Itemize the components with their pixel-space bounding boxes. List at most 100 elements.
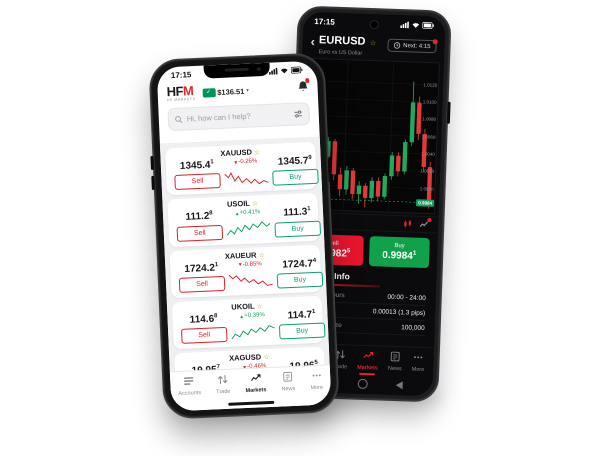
- more-icon: [413, 352, 424, 365]
- buy-button[interactable]: Buy 0.99841: [368, 236, 430, 269]
- favorite-star-icon[interactable]: ☆: [256, 303, 264, 311]
- nav-item-markets[interactable]: Markets: [357, 350, 379, 376]
- buy-price: 1345.79: [277, 154, 312, 168]
- account-balance[interactable]: ✓ $136.51 ▾: [202, 86, 249, 98]
- instrument-card-usoil[interactable]: USOIL ☆ 111.28 Sell ▴ +0.41% 111.31 Buy: [167, 193, 322, 247]
- right-phone: 17:15 ‹ EURUSD ☆ Euro vs US Dollar: [284, 5, 452, 403]
- instrument-symbol: XAUEUR: [224, 250, 257, 261]
- sell-price: 1345.41: [179, 159, 214, 173]
- left-phone: 17:15 HFM HF MARKETS ✓ $136.51 ▾: [148, 52, 340, 420]
- battery-icon: [422, 22, 434, 29]
- nav-item-more[interactable]: More: [310, 370, 324, 406]
- instrument-card-xauusd[interactable]: XAUUSD ☆ 1345.41 Sell ▾ -0.26% 1345.79 Bu…: [165, 141, 319, 196]
- nav-item-trade[interactable]: Trade: [215, 374, 231, 410]
- sell-button[interactable]: Sell: [181, 327, 228, 345]
- buy-button[interactable]: Buy: [276, 271, 324, 289]
- change-percent: ▾ -0.85%: [238, 261, 262, 269]
- sell-button[interactable]: Sell: [174, 173, 221, 191]
- nav-item-news[interactable]: News: [281, 371, 296, 407]
- instrument-symbol: UKOIL: [231, 301, 255, 312]
- sparkline-chart: [231, 324, 275, 339]
- instrument-symbol: XAGUSD: [228, 352, 262, 364]
- volume-up-button: [150, 155, 155, 170]
- sell-price: 1724.21: [184, 261, 219, 275]
- nav-item-markets[interactable]: Markets: [245, 372, 267, 408]
- nav-item-accounts[interactable]: Accounts: [178, 375, 202, 411]
- accounts-icon: [183, 375, 195, 388]
- nav-item-trade[interactable]: Trade: [333, 349, 348, 374]
- change-arrow-icon: ▴: [235, 211, 239, 218]
- price-axis-label: 1.0020: [420, 168, 435, 175]
- search-icon: [175, 115, 183, 123]
- signal-icon: [400, 21, 409, 29]
- left-bottom-nav: Accounts Trade Markets News More: [169, 364, 332, 412]
- indicators-icon[interactable]: [419, 220, 428, 229]
- change-arrow-icon: ▾: [234, 159, 238, 167]
- sell-price: 111.28: [185, 210, 213, 224]
- bell-icon: [298, 81, 308, 91]
- buy-button[interactable]: Buy: [274, 220, 322, 238]
- left-status-icons: [269, 66, 303, 75]
- search-bar[interactable]: Hi, how can I help?: [167, 102, 311, 132]
- clock-icon: [393, 42, 400, 49]
- price-axis-label: 1.0080: [422, 116, 437, 123]
- candle-style-icon[interactable]: [403, 219, 412, 228]
- buy-button[interactable]: Buy: [272, 169, 319, 187]
- favorite-star-icon[interactable]: ☆: [251, 200, 259, 208]
- price-axis-label: 1.0060: [421, 134, 436, 140]
- signal-icon: [269, 67, 278, 75]
- home-button[interactable]: [357, 378, 368, 390]
- price-axis-label: 1.0000: [419, 186, 434, 192]
- camera-punch-hole: [369, 19, 379, 30]
- hfm-logo: HFM HF MARKETS: [166, 83, 196, 103]
- sparkline-chart: [224, 171, 269, 184]
- wallet-icon: ✓: [202, 87, 216, 98]
- notification-dot: [304, 78, 310, 83]
- right-status-time: 17:15: [314, 17, 335, 27]
- markets-icon: [362, 350, 373, 363]
- price-axis-label: 1.0040: [420, 151, 435, 157]
- android-back-button[interactable]: [395, 381, 403, 390]
- alert-chip[interactable]: Next: 4:15: [386, 38, 438, 54]
- trade-icon: [217, 374, 229, 387]
- markets-icon: [250, 372, 262, 385]
- favorite-star-icon[interactable]: ☆: [369, 39, 377, 48]
- instrument-card-xaueur[interactable]: XAUEUR ☆ 1724.21 Sell ▾ -0.85% 1724.74 Bu…: [169, 244, 324, 299]
- favorite-star-icon[interactable]: ☆: [258, 251, 266, 260]
- favorite-star-icon[interactable]: ☆: [263, 354, 270, 362]
- change-percent: ▾ -0.26%: [234, 158, 258, 167]
- sell-button[interactable]: Sell: [176, 224, 224, 242]
- wifi-icon: [412, 23, 420, 28]
- trade-icon: [335, 349, 346, 362]
- sparkline-chart: [228, 275, 273, 287]
- battery-icon: [290, 66, 303, 74]
- instrument-card-ukoil[interactable]: UKOIL ☆ 114.68 Sell ▴ +0.39% 114.71 Buy: [171, 295, 326, 350]
- wifi-icon: [281, 68, 288, 74]
- search-placeholder: Hi, how can I help?: [186, 111, 251, 124]
- instrument-symbol: XAUUSD: [220, 147, 253, 158]
- symbol-subtitle: Euro vs US Dollar: [318, 49, 363, 57]
- change-arrow-icon: ▾: [238, 262, 242, 269]
- sell-price: 114.68: [189, 313, 218, 326]
- news-icon: [282, 371, 294, 384]
- nav-item-news[interactable]: News: [388, 351, 403, 376]
- buy-button[interactable]: Buy: [278, 322, 326, 340]
- back-icon[interactable]: ‹: [310, 34, 316, 50]
- current-price-tag: 0.9984: [416, 198, 435, 207]
- chevron-down-icon: ▾: [246, 87, 249, 94]
- volume-down-button: [151, 175, 155, 190]
- change-percent: ▴ +0.39%: [240, 312, 265, 320]
- change-percent: ▴ +0.41%: [235, 209, 261, 218]
- nav-item-more[interactable]: More: [411, 352, 424, 377]
- buy-price: 114.71: [287, 308, 316, 322]
- buy-price: 111.31: [283, 206, 311, 219]
- sparkline-chart: [226, 221, 271, 236]
- filter-sliders-icon[interactable]: [294, 109, 303, 118]
- instrument-symbol: USOIL: [226, 199, 250, 210]
- right-status-icons: [400, 21, 434, 29]
- notification-dot: [432, 39, 438, 45]
- notifications-button[interactable]: [297, 78, 310, 97]
- favorite-star-icon[interactable]: ☆: [253, 149, 261, 157]
- sell-button[interactable]: Sell: [178, 275, 226, 293]
